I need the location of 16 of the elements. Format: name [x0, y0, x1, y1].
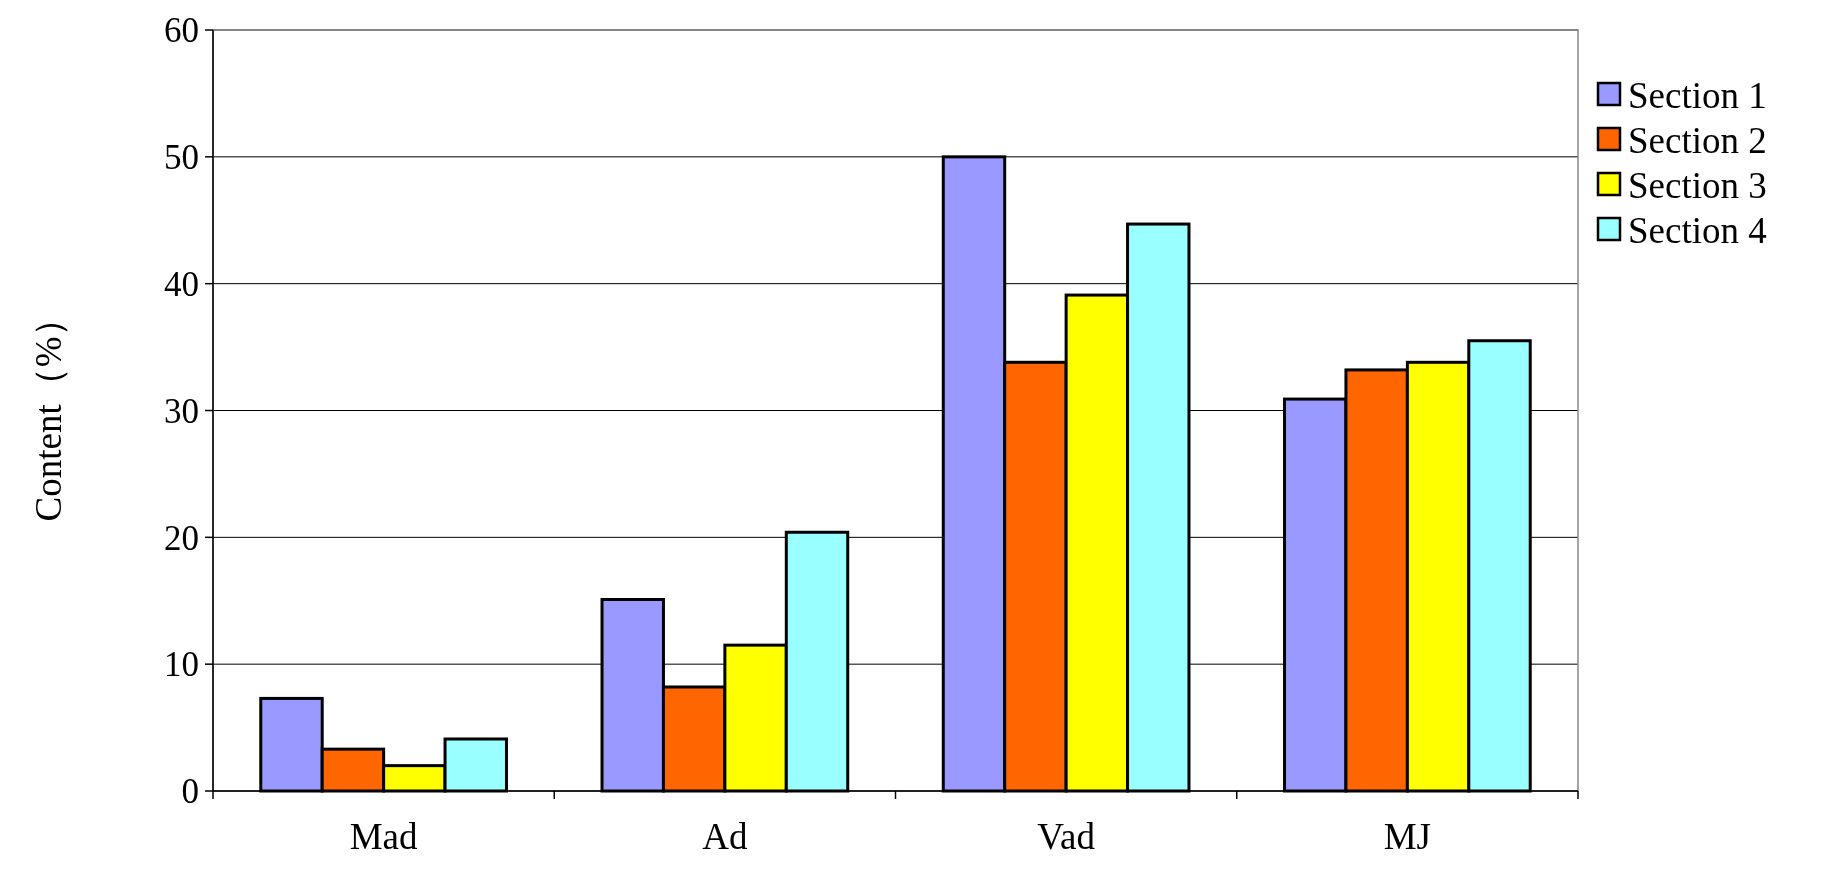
y-tick-label: 60 — [164, 11, 199, 51]
legend-label: Section 4 — [1628, 209, 1767, 251]
y-tick-label: 0 — [181, 772, 199, 812]
y-tick-label: 10 — [164, 645, 199, 685]
x-tick-label: Ad — [702, 816, 748, 857]
y-tick-label: 20 — [164, 518, 199, 558]
y-tick-label: 40 — [164, 264, 199, 304]
x-tick-label: MJ — [1383, 816, 1432, 857]
y-tick-label: 30 — [164, 391, 199, 431]
legend-label: Section 2 — [1628, 119, 1767, 161]
x-tick-label: Vad — [1037, 816, 1096, 857]
y-axis-title: Content（%） — [27, 299, 69, 522]
legend-label: Section 1 — [1628, 74, 1767, 116]
y-tick-label: 50 — [164, 138, 199, 178]
legend-label: Section 3 — [1628, 164, 1767, 206]
x-tick-label: Mad — [349, 816, 419, 857]
